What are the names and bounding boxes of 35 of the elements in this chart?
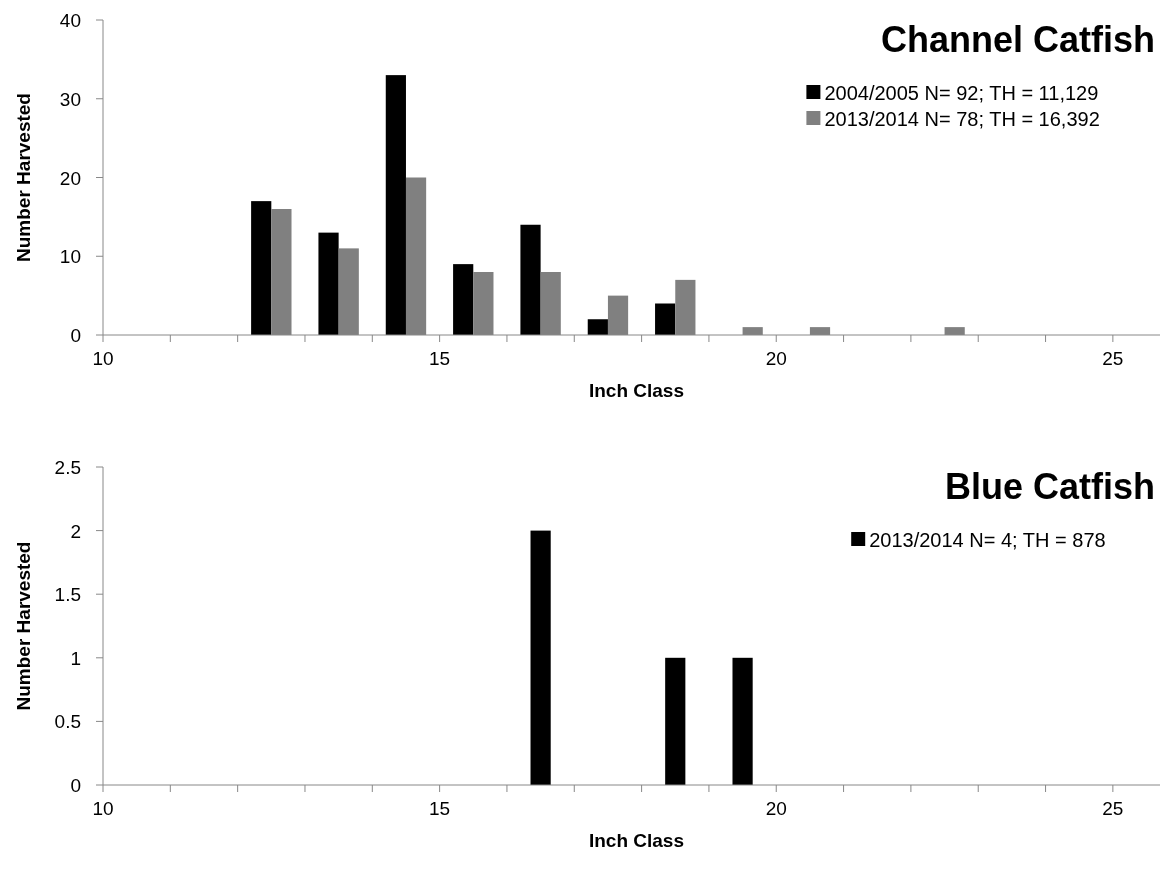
y-tick-label: 1.5 — [54, 584, 81, 606]
bar — [655, 303, 676, 335]
bar — [520, 224, 541, 335]
legend-label: 2013/2014 N= 78; TH = 16,392 — [824, 108, 1100, 130]
chart-title: Blue Catfish — [944, 466, 1155, 507]
legend-label: 2013/2014 N= 4; TH = 878 — [869, 529, 1106, 551]
x-tick-label: 25 — [1102, 798, 1124, 819]
y-tick-label: 1 — [70, 647, 81, 669]
y-tick-label: 30 — [59, 88, 81, 110]
y-tick-label: 20 — [59, 167, 81, 189]
y-tick-label: 40 — [59, 10, 81, 31]
x-axis-title: Inch Class — [588, 830, 685, 851]
bar — [385, 75, 406, 335]
x-tick-label: 20 — [765, 348, 787, 369]
y-axis-title: Number Harvested — [13, 93, 34, 262]
y-tick-label: 2 — [70, 520, 81, 542]
x-axis-title: Inch Class — [588, 380, 685, 401]
x-tick-label: 15 — [429, 348, 451, 369]
x-tick-label: 25 — [1102, 348, 1124, 369]
bar — [587, 319, 608, 335]
x-tick-label: 20 — [765, 798, 787, 819]
chart-title: Channel Catfish — [880, 19, 1155, 60]
y-tick-label: 2.5 — [54, 457, 81, 478]
y-tick-label: 0 — [70, 775, 81, 796]
y-axis-title: Number Harvested — [13, 541, 34, 711]
bar — [453, 264, 474, 335]
x-tick-label: 15 — [429, 798, 451, 819]
bar — [318, 232, 339, 335]
x-tick-label: 10 — [92, 348, 114, 369]
x-tick-label: 10 — [92, 798, 114, 819]
bar — [251, 201, 272, 335]
legend-label: 2004/2005 N= 92; TH = 11,129 — [824, 82, 1099, 104]
y-tick-label: 0.5 — [54, 711, 81, 733]
y-tick-label: 10 — [59, 246, 81, 268]
y-tick-label: 0 — [70, 325, 81, 346]
